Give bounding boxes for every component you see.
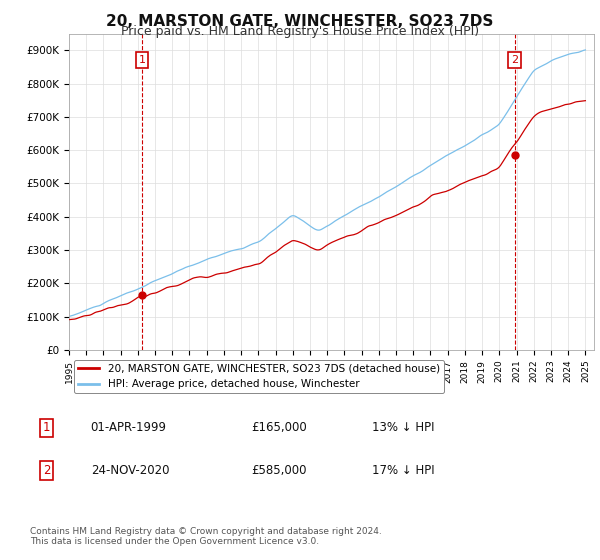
Text: 20, MARSTON GATE, WINCHESTER, SO23 7DS: 20, MARSTON GATE, WINCHESTER, SO23 7DS <box>106 14 494 29</box>
Legend: 20, MARSTON GATE, WINCHESTER, SO23 7DS (detached house), HPI: Average price, det: 20, MARSTON GATE, WINCHESTER, SO23 7DS (… <box>74 360 444 393</box>
Text: 13% ↓ HPI: 13% ↓ HPI <box>372 422 435 435</box>
Text: 01-APR-1999: 01-APR-1999 <box>91 422 167 435</box>
Text: £585,000: £585,000 <box>251 464 307 477</box>
Text: 1: 1 <box>43 422 50 435</box>
Text: 24-NOV-2020: 24-NOV-2020 <box>91 464 169 477</box>
Text: Contains HM Land Registry data © Crown copyright and database right 2024.
This d: Contains HM Land Registry data © Crown c… <box>30 526 382 546</box>
Text: Price paid vs. HM Land Registry's House Price Index (HPI): Price paid vs. HM Land Registry's House … <box>121 25 479 38</box>
Text: 1: 1 <box>139 55 146 66</box>
Text: 17% ↓ HPI: 17% ↓ HPI <box>372 464 435 477</box>
Text: 2: 2 <box>43 464 50 477</box>
Text: £165,000: £165,000 <box>251 422 307 435</box>
Text: 2: 2 <box>511 55 518 66</box>
